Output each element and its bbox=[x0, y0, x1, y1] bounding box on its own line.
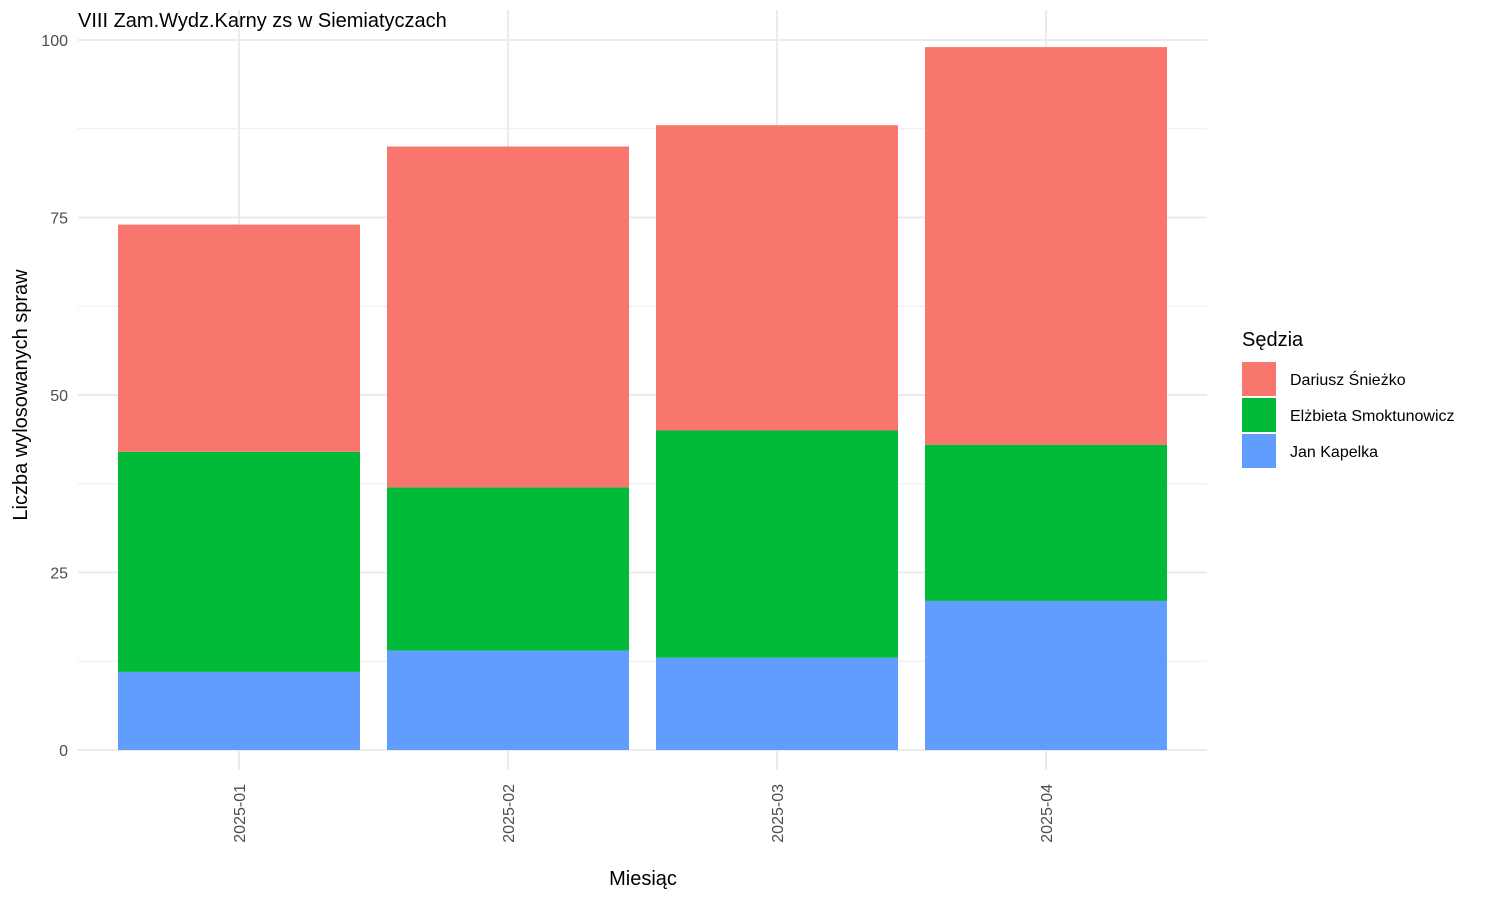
bar-segment bbox=[118, 451, 360, 672]
bar-segment bbox=[925, 600, 1167, 750]
x-tick-label: 2025-03 bbox=[770, 784, 787, 843]
legend-label: Dariusz Śnieżko bbox=[1290, 370, 1406, 389]
bar-segment bbox=[387, 146, 629, 488]
legend-items: Dariusz Śnieżko Elżbieta Smoktunowicz Jan … bbox=[1242, 362, 1455, 468]
bar-segment bbox=[925, 444, 1167, 601]
y-tick-label: 100 bbox=[41, 33, 68, 50]
bar-segment bbox=[118, 671, 360, 750]
legend-swatch bbox=[1242, 362, 1276, 396]
y-axis-title: Liczba wylosowanych spraw bbox=[10, 269, 32, 521]
legend-title: Sędzia bbox=[1242, 329, 1304, 351]
x-tick-label: 2025-02 bbox=[501, 784, 518, 843]
x-tick-label: 2025-01 bbox=[232, 784, 249, 843]
y-tick-label: 25 bbox=[50, 566, 68, 583]
legend: Sędzia Dariusz Śnieżko Elżbieta Smoktunow… bbox=[1242, 329, 1455, 468]
bars bbox=[118, 47, 1167, 750]
bar-segment bbox=[656, 430, 898, 658]
bar-segment bbox=[387, 650, 629, 750]
y-axis-ticks: 0 25 50 75 100 bbox=[41, 33, 68, 760]
legend-label: Jan Kapelka bbox=[1290, 444, 1378, 461]
legend-swatch bbox=[1242, 398, 1276, 432]
bar-segment bbox=[387, 487, 629, 651]
legend-label: Elżbieta Smoktunowicz bbox=[1290, 408, 1455, 425]
bar-segment bbox=[925, 47, 1167, 445]
y-tick-label: 50 bbox=[50, 388, 68, 405]
bar-segment bbox=[118, 224, 360, 452]
x-tick-label: 2025-04 bbox=[1039, 784, 1056, 843]
chart-title: VIII Zam.Wydz.Karny zs w Siemiatyczach bbox=[78, 10, 447, 32]
bar-segment bbox=[656, 657, 898, 750]
legend-swatch bbox=[1242, 434, 1276, 468]
x-axis-ticks: 2025-01 2025-02 2025-03 2025-04 bbox=[232, 784, 1056, 843]
y-tick-label: 75 bbox=[50, 211, 68, 228]
x-axis-title: Miesiąc bbox=[609, 868, 677, 890]
bar-segment bbox=[656, 125, 898, 431]
y-tick-label: 0 bbox=[59, 743, 68, 760]
